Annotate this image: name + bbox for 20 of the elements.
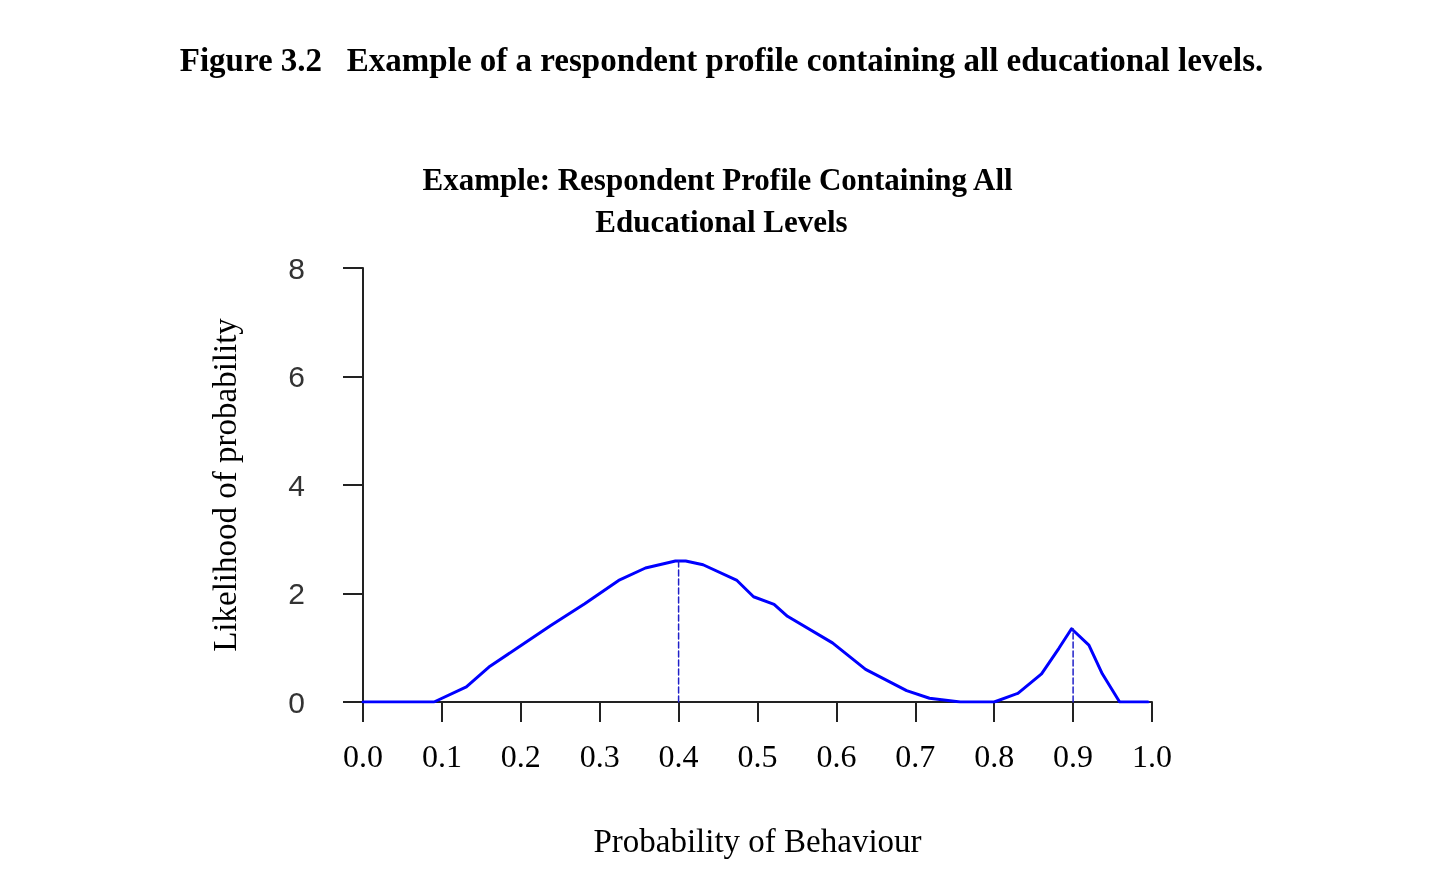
y-tick-label: 6 <box>288 360 305 393</box>
x-tick-label: 0.8 <box>974 738 1015 774</box>
x-tick-label: 0.6 <box>816 738 857 774</box>
x-axis-title: Probability of Behaviour <box>593 822 922 859</box>
x-tick-label: 0.4 <box>658 738 699 774</box>
chart-title: Figure 3.2 Example of a respondent profile containing all educational levels. <box>179 41 1264 78</box>
x-tick-label: 0.7 <box>895 738 936 774</box>
x-tick-label: 1.0 <box>1132 738 1172 774</box>
x-tick-label: 0.0 <box>343 738 383 774</box>
y-tick-label: 0 <box>288 685 305 719</box>
x-tick-label: 0.3 <box>579 738 620 774</box>
y-tick-label: 4 <box>288 468 305 502</box>
y-axis-title: Likelihood of probability <box>206 317 243 652</box>
x-tick-label: 0.9 <box>1053 738 1094 774</box>
y-tick-label: 2 <box>288 577 305 610</box>
chart-subtitle: Example: Respondent Profile Containing All Educational Levels <box>422 161 1021 239</box>
x-tick-label: 0.2 <box>500 738 541 774</box>
x-tick-label: 0.1 <box>421 738 462 774</box>
x-tick-label: 0.5 <box>737 738 778 774</box>
y-tick-label: 8 <box>288 251 305 285</box>
